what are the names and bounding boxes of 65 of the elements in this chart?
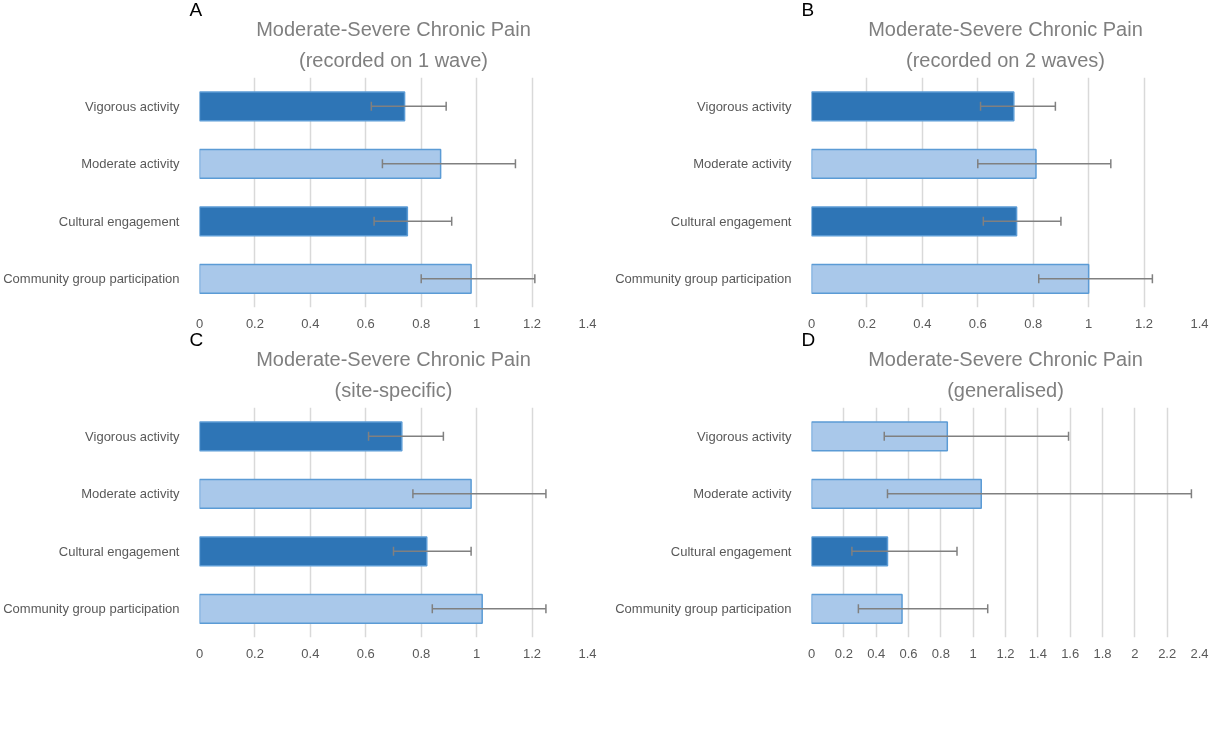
x-tick-label: 0 bbox=[807, 315, 816, 331]
y-tick-label: Moderate activity bbox=[81, 486, 180, 502]
x-tick-label: 1.2 bbox=[523, 315, 542, 331]
y-tick-label: Community group participation bbox=[3, 601, 180, 617]
chart-title: Moderate-Severe Chronic Pain bbox=[868, 17, 1143, 40]
y-tick-label: Cultural engagement bbox=[58, 543, 180, 559]
x-tick-label: 1 bbox=[969, 645, 977, 661]
chart-title: Moderate-Severe Chronic Pain bbox=[868, 347, 1143, 370]
x-tick-label: 2.2 bbox=[1158, 645, 1177, 661]
x-tick-label: 0.8 bbox=[931, 645, 950, 661]
x-tick-label: 1 bbox=[1085, 315, 1093, 331]
y-tick-label: Cultural engagement bbox=[670, 213, 792, 229]
text: C bbox=[189, 328, 204, 350]
x-tick-label: 0.2 bbox=[245, 645, 264, 661]
text: D bbox=[801, 328, 816, 350]
y-tick-label: Moderate activity bbox=[693, 156, 792, 172]
y-tick-label: Moderate activity bbox=[693, 486, 792, 502]
chart-title: Moderate-Severe Chronic Pain bbox=[256, 347, 531, 370]
chart-subtitle: (recorded on 1 wave) bbox=[299, 48, 488, 71]
x-tick-label: 1.4 bbox=[578, 315, 597, 331]
x-tick-label: 1.4 bbox=[1028, 645, 1047, 661]
x-tick-label: 0.6 bbox=[356, 645, 375, 661]
y-tick-label: Cultural engagement bbox=[58, 213, 180, 229]
y-tick-label: Moderate activity bbox=[81, 156, 180, 172]
chart-title: Moderate-Severe Chronic Pain bbox=[256, 17, 531, 40]
x-tick-label: 1.2 bbox=[1135, 315, 1154, 331]
y-tick-label: Cultural engagement bbox=[670, 543, 792, 559]
y-tick-label: Community group participation bbox=[615, 601, 792, 617]
x-tick-label: 0 bbox=[195, 315, 204, 331]
x-tick-label: 1.4 bbox=[578, 645, 597, 661]
x-tick-label: 1 bbox=[473, 645, 481, 661]
y-tick-label: Vigorous activity bbox=[697, 98, 792, 114]
chart-subtitle: (site-specific) bbox=[334, 378, 453, 401]
y-tick-label: Vigorous activity bbox=[85, 428, 180, 444]
y-tick-label: Community group participation bbox=[3, 271, 180, 287]
y-tick-label: Community group participation bbox=[615, 271, 792, 287]
x-tick-label: 0 bbox=[807, 645, 816, 661]
x-tick-label: 0.2 bbox=[245, 315, 264, 331]
x-tick-label: 2 bbox=[1131, 645, 1139, 661]
x-tick-label: 1.4 bbox=[1190, 315, 1209, 331]
x-tick-label: 1 bbox=[473, 315, 481, 331]
x-tick-label: 0.6 bbox=[899, 645, 918, 661]
x-tick-label: 0 bbox=[195, 645, 204, 661]
x-tick-label: 0.8 bbox=[412, 315, 431, 331]
x-tick-label: 0.6 bbox=[356, 315, 375, 331]
x-tick-label: 1.8 bbox=[1093, 645, 1112, 661]
x-tick-label: 0.4 bbox=[301, 645, 320, 661]
x-tick-label: 1.2 bbox=[996, 645, 1015, 661]
text: B bbox=[801, 0, 815, 20]
x-tick-label: 0.6 bbox=[968, 315, 987, 331]
text: A bbox=[189, 0, 203, 20]
chart-subtitle: (recorded on 2 waves) bbox=[906, 48, 1105, 71]
y-tick-label: Vigorous activity bbox=[85, 98, 180, 114]
x-tick-label: 0.2 bbox=[857, 315, 876, 331]
x-tick-label: 0.8 bbox=[412, 645, 431, 661]
chart-subtitle: (generalised) bbox=[947, 378, 1064, 401]
y-tick-label: Vigorous activity bbox=[697, 428, 792, 444]
x-tick-label: 0.4 bbox=[913, 315, 932, 331]
x-tick-label: 2.4 bbox=[1190, 645, 1209, 661]
x-tick-label: 0.4 bbox=[301, 315, 320, 331]
x-tick-label: 0.8 bbox=[1024, 315, 1043, 331]
x-tick-label: 1.6 bbox=[1061, 645, 1080, 661]
x-tick-label: 0.2 bbox=[834, 645, 853, 661]
x-tick-label: 1.2 bbox=[523, 645, 542, 661]
x-tick-label: 0.4 bbox=[867, 645, 886, 661]
